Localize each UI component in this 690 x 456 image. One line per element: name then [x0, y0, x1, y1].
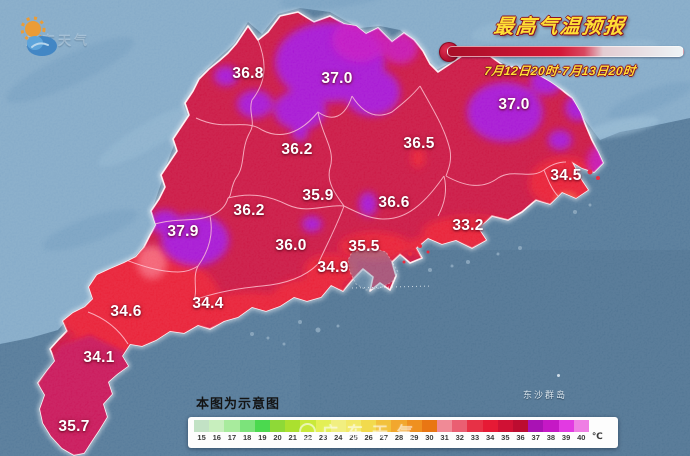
- temp-label: 35.7: [58, 418, 90, 435]
- temp-label: 36.6: [378, 194, 410, 211]
- temp-label: 36.8: [232, 65, 264, 82]
- temp-label: 34.1: [83, 349, 115, 366]
- legend-cell: 18: [239, 420, 255, 442]
- temp-label: 34.9: [317, 259, 349, 276]
- legend-cell: 31: [437, 420, 453, 442]
- legend-cell: 16: [209, 420, 225, 442]
- temp-label: 36.0: [275, 237, 307, 254]
- legend-cell: 37: [528, 420, 544, 442]
- temp-label: 37.9: [167, 223, 199, 240]
- legend-unit: ℃: [591, 431, 603, 441]
- thermometer-tube: [447, 46, 684, 57]
- legend-cell: 39: [558, 420, 574, 442]
- legend-cell: 34: [482, 420, 498, 442]
- legend-cell: 20: [269, 420, 286, 442]
- title-block: 最高气温预报 7月12日20时-7月13日20时: [435, 10, 685, 79]
- legend-cell: 30: [421, 420, 437, 442]
- legend-cell: 29: [406, 420, 422, 442]
- legend-cell: 35: [497, 420, 513, 442]
- legend-cell: 28: [391, 420, 407, 442]
- legend-cell: 19: [254, 420, 270, 442]
- legend-cell: 21: [285, 420, 301, 442]
- temp-label: 35.9: [302, 187, 334, 204]
- sun-cloud-icon: [20, 16, 57, 56]
- temp-label: 34.5: [550, 167, 582, 184]
- temp-label: 34.4: [192, 295, 224, 312]
- legend-cell: 32: [452, 420, 468, 442]
- temp-label: 33.2: [452, 217, 484, 234]
- dongsha-island-dot: [557, 374, 560, 377]
- forecast-date-range: 7月12日20时-7月13日20时: [483, 64, 637, 78]
- legend-cell: 24: [330, 420, 346, 442]
- legend-cell: 33: [467, 420, 483, 442]
- temp-label: 37.0: [498, 96, 530, 113]
- legend-scale: 15 16 17 18 19 20 21 22 23 24 25 26 27 28 29 30 31 32 33 34…: [194, 420, 589, 442]
- legend-cell: 22: [300, 420, 316, 442]
- legend-cell: 23: [315, 420, 331, 442]
- legend-cell: 15: [194, 420, 210, 442]
- station-logo: 广东天气: [18, 16, 90, 56]
- legend-cell: 40: [573, 420, 589, 442]
- temp-label: 35.5: [348, 238, 380, 255]
- temp-label: 37.0: [321, 70, 353, 87]
- map-title: 最高气温预报: [492, 16, 627, 38]
- temp-label: 34.6: [110, 303, 142, 320]
- temp-label: 36.2: [281, 141, 313, 158]
- temperature-legend: 15 16 17 18 19 20 21 22 23 24 25 26 27 28 29 30 31 32 33 34…: [188, 417, 618, 448]
- legend-cell: 25: [345, 420, 362, 442]
- legend-cell: 27: [376, 420, 392, 442]
- legend-cell: 38: [543, 420, 559, 442]
- temp-label: 36.2: [233, 202, 265, 219]
- schematic-note: 本图为示意图: [196, 396, 281, 411]
- dongsha-island-label: 东沙群岛: [522, 390, 568, 400]
- legend-cell: 36: [512, 420, 529, 442]
- temp-label: 36.5: [403, 135, 435, 152]
- legend-cell: 17: [224, 420, 240, 442]
- legend-cell: 26: [361, 420, 377, 442]
- thermometer-icon: [435, 42, 685, 62]
